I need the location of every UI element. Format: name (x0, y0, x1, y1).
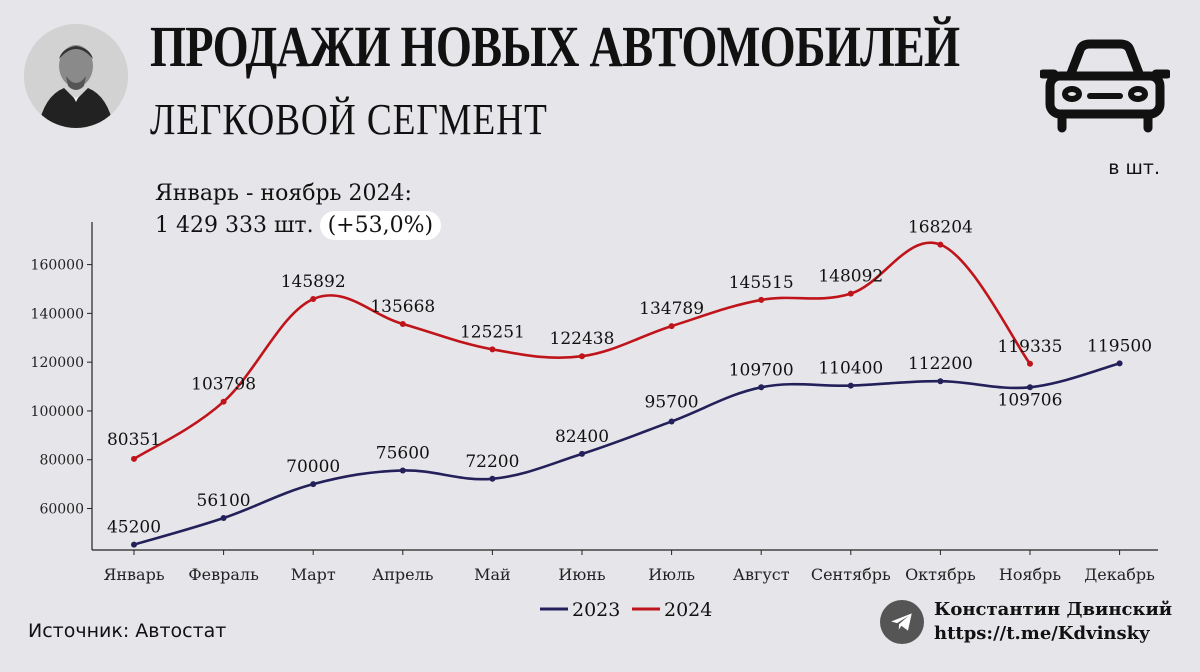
data-point-2023 (1116, 360, 1123, 367)
x-tick-label: Апрель (372, 565, 434, 584)
summary-period: Январь - ноябрь 2024: (155, 181, 412, 206)
data-point-2023 (579, 450, 585, 457)
data-label-2023: 110400 (818, 359, 883, 379)
data-label-2024: 145892 (281, 272, 346, 292)
data-point-2024 (1027, 360, 1033, 367)
summary-change-badge: (+53,0%) (319, 211, 442, 240)
x-tick-label: Май (474, 565, 511, 584)
x-tick-label: Март (291, 565, 336, 584)
data-label-2023: 72200 (465, 452, 519, 472)
series-line-2023 (133, 362, 1120, 546)
source-note: Источник: Автостат (28, 620, 227, 642)
data-point-2023 (847, 382, 854, 389)
x-tick-label: Август (733, 565, 790, 584)
summary-total: 1 429 333 шт. (155, 213, 314, 238)
author-name: Константин Двинский (934, 599, 1173, 620)
x-tick-label: Октябрь (905, 565, 976, 584)
data-point-2023 (937, 378, 944, 385)
chart-subtitle: ЛЕГКОВОЙ СЕГМЕНТ (150, 95, 548, 144)
x-tick-label: Июль (648, 565, 695, 584)
data-label-2024: 145515 (729, 273, 794, 293)
author-block[interactable]: Константин Двинский https://t.me/Kdvinsk… (880, 598, 1172, 646)
data-point-2024 (220, 398, 227, 405)
x-tick-label: Ноябрь (999, 565, 1062, 584)
unit-label: в шт. (1108, 157, 1160, 179)
data-point-2024 (579, 353, 585, 360)
data-label-2024: 148092 (818, 267, 883, 287)
data-point-2023 (399, 467, 406, 474)
data-label-2023: 95700 (645, 392, 699, 412)
y-tick-label: 140000 (31, 306, 84, 322)
x-tick-label: Январь (103, 565, 164, 584)
data-label-2024: 122438 (550, 329, 615, 349)
car-icon (1038, 36, 1172, 136)
data-point-2024 (131, 455, 137, 462)
data-point-2023 (131, 541, 137, 548)
data-label-2023: 56100 (197, 491, 251, 511)
telegram-icon (880, 600, 924, 644)
y-tick-label: 80000 (39, 453, 84, 469)
data-label-2024: 168204 (908, 218, 973, 238)
data-label-2024: 103798 (191, 375, 256, 395)
data-label-2024: 134789 (639, 299, 704, 319)
summary-block: Январь - ноябрь 2024: 1 429 333 шт. (+53,… (155, 178, 442, 242)
data-point-2024 (489, 346, 496, 353)
data-label-2023: 45200 (107, 518, 161, 538)
author-link[interactable]: https://t.me/Kdvinsky (934, 623, 1150, 644)
y-tick-label: 120000 (31, 355, 84, 371)
data-point-2024 (310, 296, 317, 303)
legend-label-2023: 2023 (572, 599, 620, 621)
data-point-2024 (399, 320, 406, 327)
data-point-2024 (668, 323, 675, 330)
data-label-2023: 119500 (1087, 336, 1152, 356)
data-label-2024: 135668 (370, 297, 435, 317)
data-label-2023: 109706 (998, 390, 1063, 410)
x-tick-label: Февраль (188, 565, 259, 584)
data-point-2023 (1027, 384, 1033, 391)
y-tick-label: 160000 (31, 258, 84, 274)
data-point-2024 (847, 290, 854, 297)
data-label-2023: 109700 (729, 360, 794, 380)
data-label-2024: 119335 (998, 337, 1063, 357)
x-tick-label: Сентябрь (811, 565, 891, 584)
data-label-2023: 82400 (555, 427, 609, 447)
y-tick-label: 100000 (31, 404, 84, 420)
x-tick-label: Июнь (558, 565, 606, 584)
data-label-2023: 70000 (286, 457, 340, 477)
data-point-2023 (310, 481, 317, 488)
data-point-2023 (220, 515, 227, 522)
legend-label-2024: 2024 (664, 599, 712, 621)
author-portrait (24, 24, 128, 128)
summary-total-line: 1 429 333 шт. (+53,0%) (155, 210, 442, 242)
data-point-2023 (489, 475, 496, 482)
y-tick-label: 60000 (39, 502, 84, 518)
data-label-2023: 112200 (908, 354, 973, 374)
x-tick-label: Декабрь (1084, 565, 1155, 584)
data-point-2024 (758, 296, 765, 303)
data-point-2023 (758, 384, 765, 391)
data-label-2023: 75600 (376, 443, 430, 463)
chart-title: ПРОДАЖИ НОВЫХ АВТОМОБИЛЕЙ (150, 14, 960, 79)
data-label-2024: 80351 (107, 430, 161, 450)
data-point-2023 (668, 418, 675, 425)
data-label-2024: 125251 (460, 322, 525, 342)
data-point-2024 (937, 241, 944, 248)
